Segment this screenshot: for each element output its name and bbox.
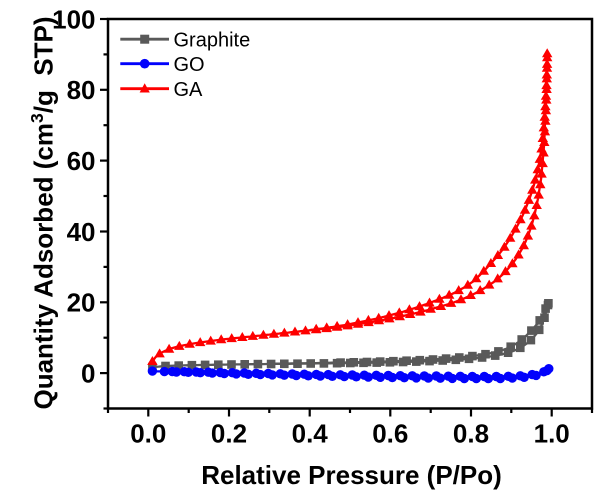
svg-text:Graphite: Graphite bbox=[174, 29, 251, 51]
svg-text:0.2: 0.2 bbox=[211, 419, 247, 449]
svg-text:0: 0 bbox=[81, 359, 95, 389]
svg-text:GA: GA bbox=[174, 79, 204, 101]
svg-text:0.0: 0.0 bbox=[130, 419, 166, 449]
svg-text:0.6: 0.6 bbox=[372, 419, 408, 449]
svg-text:1.0: 1.0 bbox=[534, 419, 570, 449]
svg-text:80: 80 bbox=[67, 75, 96, 105]
svg-text:GO: GO bbox=[174, 54, 205, 76]
svg-text:Quantity Adsorbed (cm3/g STP): Quantity Adsorbed (cm3/g STP) bbox=[27, 16, 59, 409]
svg-text:0.4: 0.4 bbox=[292, 419, 329, 449]
svg-text:40: 40 bbox=[67, 217, 96, 247]
svg-text:60: 60 bbox=[67, 146, 96, 176]
svg-text:0.8: 0.8 bbox=[453, 419, 489, 449]
svg-text:20: 20 bbox=[67, 288, 96, 318]
svg-text:100: 100 bbox=[52, 4, 95, 34]
svg-text:Relative Pressure (P/Po): Relative Pressure (P/Po) bbox=[201, 460, 502, 490]
